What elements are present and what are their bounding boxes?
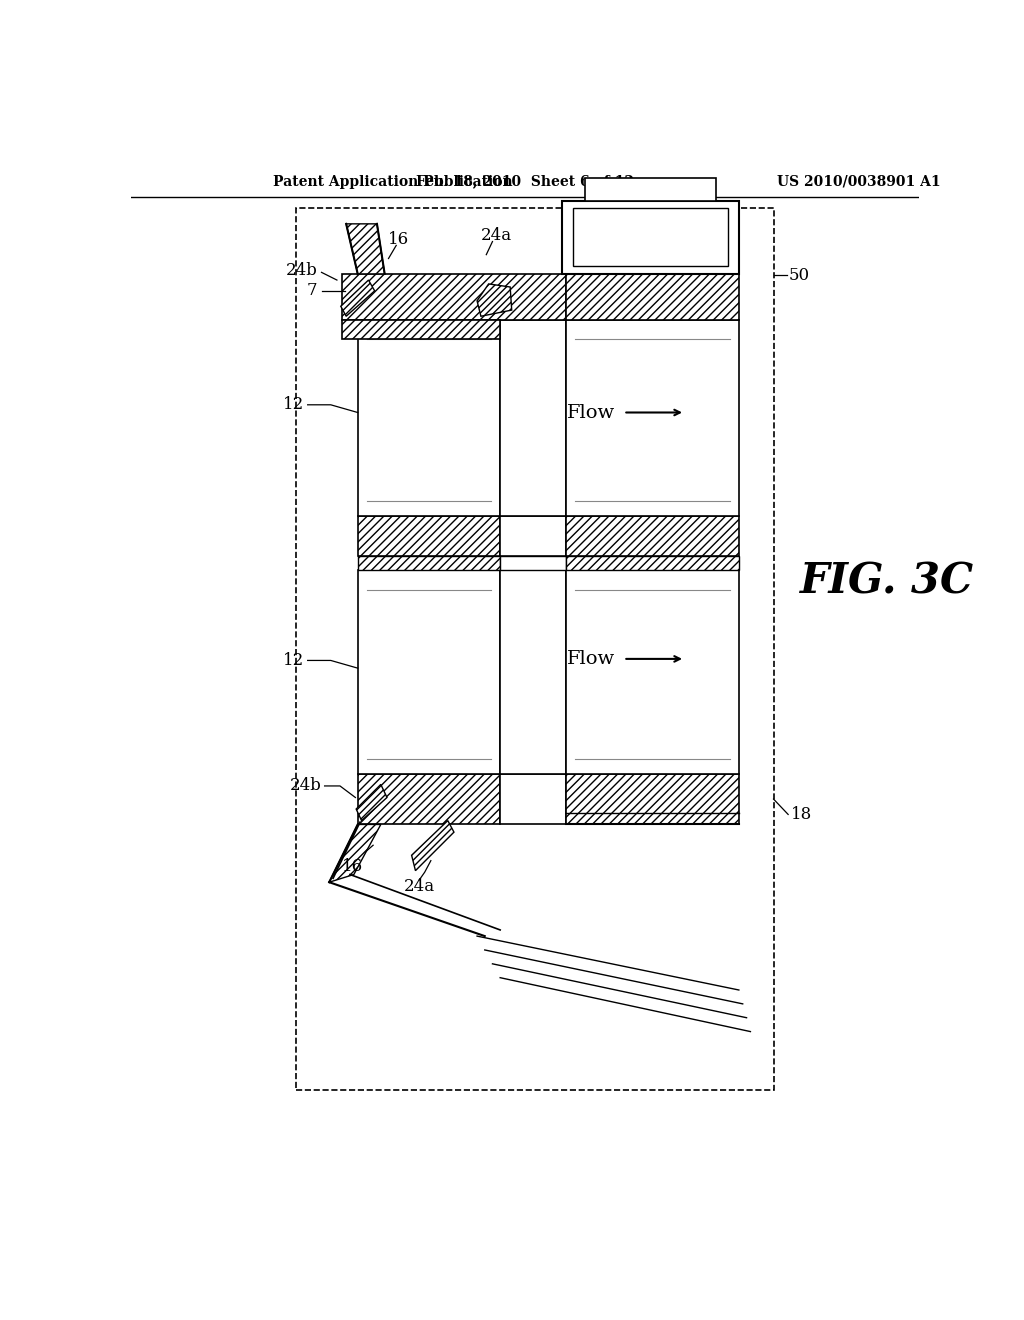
Text: 50: 50 xyxy=(788,267,810,284)
Polygon shape xyxy=(341,280,375,317)
Text: 7: 7 xyxy=(307,282,317,300)
Text: 16: 16 xyxy=(342,858,362,875)
Text: FIG. 3C: FIG. 3C xyxy=(801,561,975,603)
Text: US 2010/0038901 A1: US 2010/0038901 A1 xyxy=(777,174,941,189)
Text: Feb. 18, 2010  Sheet 6 of 12: Feb. 18, 2010 Sheet 6 of 12 xyxy=(416,174,634,189)
Bar xyxy=(342,321,500,339)
Polygon shape xyxy=(346,224,385,275)
Text: 18: 18 xyxy=(791,807,812,822)
Bar xyxy=(500,570,565,775)
Bar xyxy=(357,321,500,516)
Bar xyxy=(572,209,728,267)
Bar xyxy=(585,178,716,201)
Text: Patent Application Publication: Patent Application Publication xyxy=(273,174,513,189)
Bar xyxy=(296,209,773,1090)
Polygon shape xyxy=(412,821,454,871)
Text: 24b: 24b xyxy=(286,261,317,279)
Bar xyxy=(565,321,739,516)
Bar xyxy=(565,775,739,825)
Polygon shape xyxy=(356,784,387,821)
Bar xyxy=(357,557,500,570)
Bar xyxy=(357,516,500,557)
Text: Flow: Flow xyxy=(567,649,615,668)
Text: 12: 12 xyxy=(283,652,304,669)
Bar xyxy=(500,557,565,570)
Bar xyxy=(562,201,739,275)
Bar xyxy=(565,570,739,775)
Polygon shape xyxy=(330,825,381,882)
Text: Flow: Flow xyxy=(567,404,615,421)
Bar xyxy=(500,775,565,825)
Bar xyxy=(342,275,565,321)
Text: 24b: 24b xyxy=(290,777,322,795)
Bar xyxy=(565,516,739,557)
Text: 24a: 24a xyxy=(480,227,512,244)
Bar xyxy=(357,570,500,775)
Bar xyxy=(500,321,565,516)
Text: 24a: 24a xyxy=(403,878,435,895)
Bar xyxy=(500,516,565,557)
Bar xyxy=(565,557,739,570)
Bar xyxy=(565,275,739,321)
Bar xyxy=(357,775,500,825)
Polygon shape xyxy=(477,284,512,317)
Text: 16: 16 xyxy=(388,231,409,248)
Text: 12: 12 xyxy=(283,396,304,413)
